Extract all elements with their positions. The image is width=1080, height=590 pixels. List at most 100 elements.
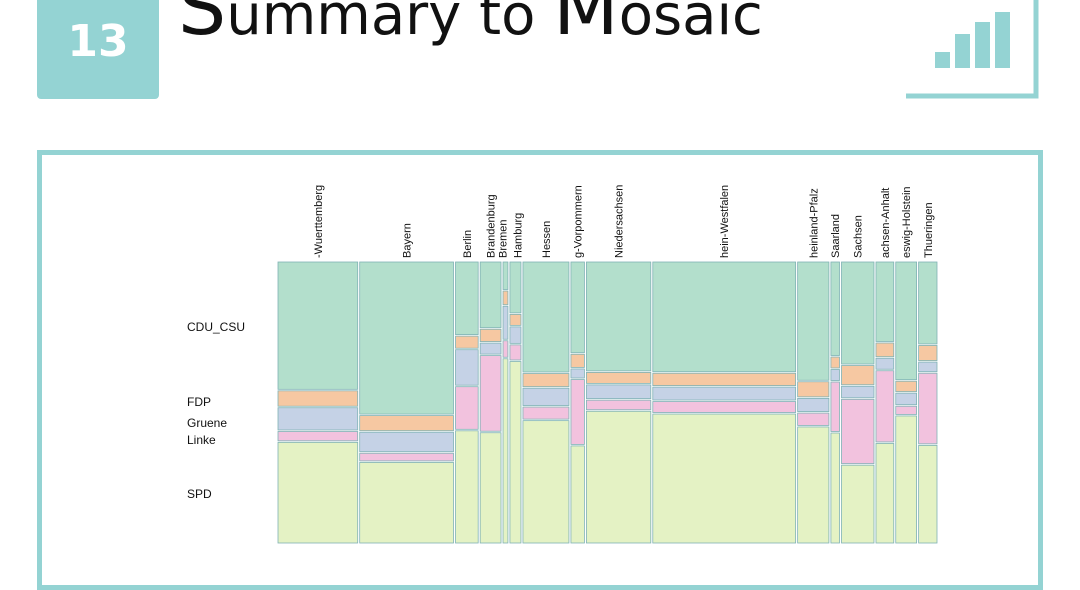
column-label-thueringen: Thueringen <box>923 202 935 258</box>
row-label-spd: SPD <box>187 487 212 501</box>
tile-hessen-cdu_csu <box>522 261 570 373</box>
tile-hessen-spd <box>522 420 570 544</box>
tile-berlin-gruene <box>455 349 479 386</box>
tile-mecklenburg-vorpommern-cdu_csu <box>570 261 585 354</box>
column-label-rheinland-pfalz: heinland-Pfalz <box>808 188 820 258</box>
column-label-mecklenburg-vorpommern: g-Vorpommern <box>573 185 585 258</box>
tile-thueringen-spd <box>918 444 938 544</box>
tile-sachsen-anhalt-spd <box>875 443 895 544</box>
tile-baden-wuerttemberg-fdp <box>277 390 359 407</box>
tile-niedersachsen-gruene <box>586 384 652 400</box>
tile-nordrhein-westfalen-linke <box>652 401 797 413</box>
tile-bayern-gruene <box>359 431 454 453</box>
title-m: M <box>553 0 619 52</box>
title-suffix: osaic <box>618 0 763 48</box>
tile-rheinland-pfalz-gruene <box>797 397 830 412</box>
tile-saarland-cdu_csu <box>830 261 840 356</box>
tile-saarland-linke <box>830 381 840 432</box>
tile-sachsen-spd <box>841 464 875 544</box>
tile-bremen-gruene <box>502 305 509 340</box>
column-label-hamburg: Hamburg <box>512 213 524 258</box>
column-label-berlin: Berlin <box>462 230 474 258</box>
bar-chart-icon <box>906 0 1039 99</box>
tile-saarland-spd <box>830 432 840 544</box>
tile-mecklenburg-vorpommern-spd <box>570 445 585 544</box>
tile-thueringen-gruene <box>918 361 938 373</box>
tile-sachsen-anhalt-linke <box>875 370 895 443</box>
column-label-nordrhein-westfalen: hein-Westfalen <box>719 185 731 258</box>
tile-sachsen-anhalt-fdp <box>875 342 895 358</box>
tile-niedersachsen-linke <box>586 399 652 411</box>
column-label-bremen: Bremen <box>498 219 510 258</box>
column-label-schleswig-holstein: eswig-Holstein <box>901 186 913 258</box>
tile-nordrhein-westfalen-spd <box>652 413 797 544</box>
tile-sachsen-anhalt-gruene <box>875 357 895 370</box>
tile-schleswig-holstein-linke <box>895 405 918 415</box>
tile-berlin-fdp <box>455 335 479 349</box>
tile-thueringen-fdp <box>918 345 938 361</box>
tile-bremen-fdp <box>502 290 509 306</box>
tile-thueringen-linke <box>918 372 938 445</box>
column-label-sachsen: Sachsen <box>853 215 865 258</box>
tile-bremen-linke <box>502 340 509 358</box>
tile-bremen-spd <box>502 358 509 544</box>
tile-bayern-linke <box>359 452 454 462</box>
row-label-cdu_csu: CDU_CSU <box>187 320 245 334</box>
tile-rheinland-pfalz-cdu_csu <box>797 261 830 381</box>
column-label-saarland: Saarland <box>830 214 842 258</box>
column-label-sachsen-anhalt: achsen-Anhalt <box>880 188 892 258</box>
mosaic-chart: -Wuerttemberg Bayern Berlin Brandenburg Brem… <box>187 185 938 544</box>
tile-sachsen-cdu_csu <box>841 261 875 365</box>
tile-nordrhein-westfalen-cdu_csu <box>652 261 797 373</box>
column-label-bayern: Bayern <box>402 223 414 258</box>
row-label-linke: Linke <box>187 433 216 447</box>
tile-sachsen-fdp <box>841 365 875 386</box>
column-label-niedersachsen: Niedersachsen <box>614 185 626 258</box>
tile-schleswig-holstein-cdu_csu <box>895 261 918 381</box>
column-label-baden-wuerttemberg: -Wuerttemberg <box>313 185 325 258</box>
tile-brandenburg-spd <box>479 432 502 544</box>
tile-berlin-linke <box>455 386 479 430</box>
tile-hessen-linke <box>522 406 570 420</box>
tile-rheinland-pfalz-linke <box>797 412 830 426</box>
tile-nordrhein-westfalen-fdp <box>652 372 797 387</box>
column-label-brandenburg: Brandenburg <box>486 194 498 258</box>
title-mid: ummary to <box>226 0 554 48</box>
tile-mecklenburg-vorpommern-gruene <box>570 368 585 379</box>
tile-thueringen-cdu_csu <box>918 261 938 345</box>
tile-bremen-cdu_csu <box>502 261 509 290</box>
tile-baden-wuerttemberg-cdu_csu <box>277 261 359 390</box>
title-prefix: S <box>178 0 227 52</box>
tile-sachsen-gruene <box>841 385 875 399</box>
tile-hessen-gruene <box>522 387 570 406</box>
tile-bayern-cdu_csu <box>359 261 454 415</box>
slide-number: 13 <box>67 16 129 67</box>
tile-rheinland-pfalz-spd <box>797 426 830 544</box>
tile-niedersachsen-cdu_csu <box>586 261 652 372</box>
tile-hamburg-gruene <box>509 326 522 344</box>
tile-berlin-spd <box>455 430 479 544</box>
row-label-gruene: Gruene <box>187 416 227 430</box>
tile-mecklenburg-vorpommern-fdp <box>570 353 585 368</box>
tile-schleswig-holstein-gruene <box>895 392 918 406</box>
tile-saarland-gruene <box>830 369 840 381</box>
tile-sachsen-linke <box>841 398 875 465</box>
tile-bayern-spd <box>359 462 454 544</box>
tile-brandenburg-linke <box>479 355 502 432</box>
tile-bayern-fdp <box>359 415 454 432</box>
slide-number-badge: 13 <box>37 0 159 99</box>
tile-berlin-cdu_csu <box>455 261 479 335</box>
tile-niedersachsen-spd <box>586 410 652 544</box>
tile-schleswig-holstein-spd <box>895 415 918 544</box>
row-label-fdp: FDP <box>187 395 211 409</box>
tile-saarland-fdp <box>830 356 840 369</box>
tile-brandenburg-fdp <box>479 328 502 343</box>
tile-baden-wuerttemberg-gruene <box>277 407 359 431</box>
column-label-hessen: Hessen <box>541 221 553 258</box>
tile-sachsen-anhalt-cdu_csu <box>875 261 895 342</box>
tile-niedersachsen-fdp <box>586 371 652 384</box>
tile-mecklenburg-vorpommern-linke <box>570 379 585 445</box>
tile-hamburg-cdu_csu <box>509 261 522 314</box>
tile-hamburg-spd <box>509 361 522 544</box>
tile-baden-wuerttemberg-spd <box>277 441 359 544</box>
